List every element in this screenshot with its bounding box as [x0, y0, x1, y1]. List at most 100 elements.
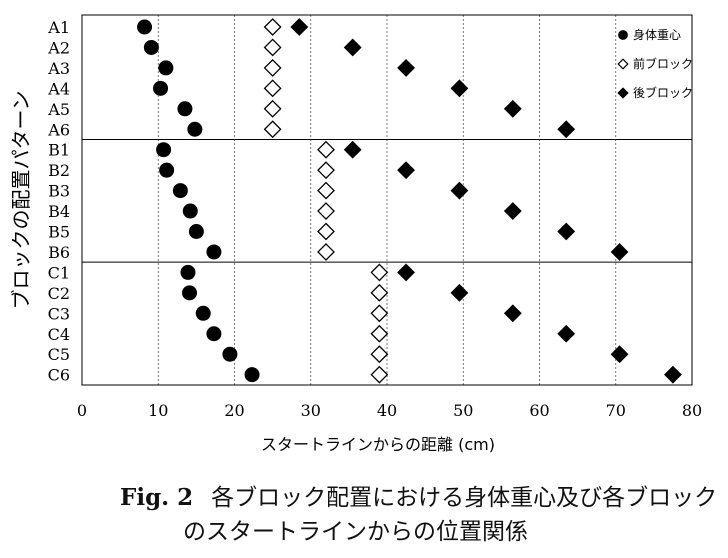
front-block-point	[370, 324, 389, 343]
x-tick-label: 30	[301, 401, 321, 420]
x-tick-label: 10	[148, 401, 168, 420]
caption-line-1: Fig. 2 各ブロック配置における身体重心及び各ブロック	[120, 478, 717, 512]
rear-block-point	[343, 140, 362, 159]
rear-block-point	[397, 263, 415, 282]
caption-line-2: のスタートラインからの位置関係	[183, 519, 528, 545]
rear-block-point	[290, 18, 309, 36]
rear-block-point	[503, 304, 522, 323]
rear-block-point	[450, 283, 469, 302]
x-tick-label: 60	[529, 401, 549, 420]
x-axis-label: スタートラインからの距離 (cm)	[261, 435, 495, 454]
rear-block-point	[503, 99, 522, 118]
legend-entry: 身体重心	[618, 27, 681, 42]
y-tick-label: B3	[48, 182, 70, 201]
front-block-point	[317, 161, 335, 180]
y-tick-label: B6	[48, 243, 70, 262]
front-block-point	[263, 120, 282, 139]
body-center-point	[182, 203, 198, 219]
body-center-point	[180, 264, 196, 280]
body-center-point	[244, 367, 260, 383]
legend-label: 前ブロック	[633, 56, 693, 71]
body-center-point	[188, 224, 204, 239]
x-tick-label: 20	[224, 401, 244, 420]
front-block-point	[263, 99, 282, 118]
y-tick-label: C1	[48, 263, 70, 282]
body-center-point	[177, 101, 193, 117]
body-center-point	[137, 19, 153, 35]
rear-block-point	[397, 58, 415, 77]
rear-block-point	[557, 222, 576, 241]
legend-entry: 後ブロック	[617, 85, 693, 100]
y-tick-label: A6	[47, 120, 70, 139]
front-block-point	[263, 79, 282, 98]
front-block-point	[263, 58, 282, 77]
front-block-point	[370, 345, 389, 364]
caption-label: Fig. 2	[120, 484, 194, 511]
grid-lines	[157, 15, 617, 385]
legend-label: 身体重心	[633, 27, 681, 42]
rear-block-point	[610, 243, 629, 261]
y-tick-label: A5	[47, 100, 70, 119]
caption-text-1: 各ブロック配置における身体重心及び各ブロック	[211, 485, 718, 511]
body-center-point	[156, 142, 172, 158]
x-tick-label: 70	[606, 401, 626, 420]
legend-label: 後ブロック	[633, 85, 693, 100]
front-block-point	[370, 283, 389, 302]
front-block-point	[370, 263, 389, 282]
body-center-point	[206, 326, 222, 342]
y-tick-label: C2	[48, 284, 70, 303]
y-tick-label: C3	[48, 304, 70, 323]
front-block-point	[263, 18, 282, 36]
y-tick-label: B1	[48, 141, 70, 160]
body-center-point	[172, 183, 188, 199]
rear-block-point	[450, 79, 469, 98]
front-block-point	[317, 202, 335, 220]
rear-block-point	[343, 38, 362, 57]
x-tick-label: 80	[682, 401, 702, 420]
body-center-point	[187, 121, 203, 137]
front-block-point	[317, 181, 335, 200]
y-tick-label: A4	[47, 79, 70, 98]
legend-circle-icon	[618, 30, 628, 40]
body-center-point	[182, 285, 198, 301]
rear-block-point	[503, 202, 522, 220]
rear-block-point	[664, 365, 682, 384]
y-tick-label: C5	[48, 345, 70, 364]
body-center-point	[195, 305, 211, 321]
body-center-point	[206, 244, 222, 260]
legend-entry: 前ブロック	[617, 56, 693, 71]
body-center-point	[153, 80, 169, 96]
front-block-point	[370, 365, 389, 384]
x-tick-label: 0	[77, 401, 87, 420]
x-tick-label: 40	[377, 401, 397, 420]
plot-frame	[81, 14, 693, 386]
rear-block-point	[397, 161, 415, 180]
legend-filled-diamond-icon	[617, 87, 629, 99]
y-tick-label: C6	[48, 366, 70, 385]
x-tick-labels: 0 10 20 30 40 50 60 70 80	[77, 401, 702, 420]
rear-block-point	[557, 120, 576, 139]
y-tick-label: A1	[47, 18, 70, 37]
x-tick-label: 50	[453, 401, 473, 420]
body-center-point	[159, 162, 175, 178]
body-center-point	[158, 60, 174, 76]
body-center-point	[222, 346, 238, 362]
front-block-point	[317, 222, 335, 241]
front-block-point	[370, 304, 389, 323]
body-center-point	[143, 39, 159, 55]
rear-block-point	[450, 181, 469, 200]
legend-open-diamond-icon	[617, 58, 629, 70]
front-block-point	[317, 140, 335, 159]
y-tick-label: C4	[48, 325, 70, 344]
front-block-point	[263, 38, 282, 57]
y-tick-label: A2	[47, 38, 70, 57]
y-tick-label: B2	[48, 161, 70, 180]
rear-block-point	[557, 324, 576, 343]
group-separators	[82, 138, 692, 263]
front-block-point	[317, 243, 335, 261]
data-markers	[137, 18, 682, 384]
y-tick-label: B5	[48, 223, 70, 242]
